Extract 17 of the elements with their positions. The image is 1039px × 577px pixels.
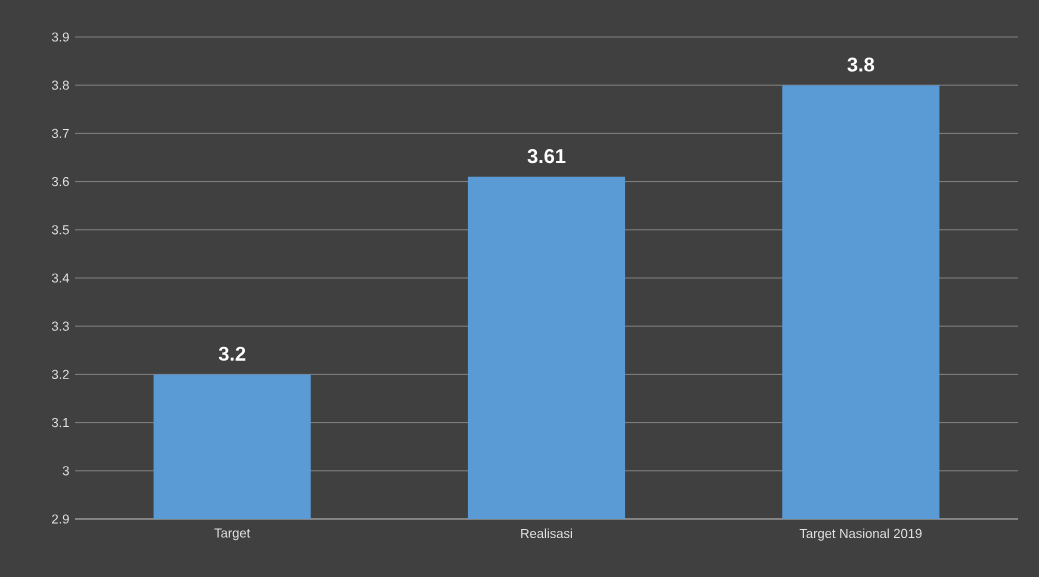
y-tick-label: 3.9 xyxy=(51,32,69,42)
y-tick-label: 3.5 xyxy=(51,225,69,235)
y-tick-label: 3.3 xyxy=(51,321,69,331)
x-tick-label: Realisasi xyxy=(521,528,572,539)
y-tick-label: 3.6 xyxy=(51,176,69,187)
y-tick-label: 3.2 xyxy=(51,369,69,379)
data-label: 3.2 xyxy=(218,346,246,361)
data-label: 3.8 xyxy=(847,57,875,72)
x-tick-label: Target xyxy=(214,528,251,541)
y-tick-label: 3.8 xyxy=(51,80,69,90)
x-tick-label: Target Nasional 2019 xyxy=(799,528,922,541)
y-tick-label: 2.9 xyxy=(52,514,69,524)
y-tick-label: 3.1 xyxy=(51,417,69,428)
data-label: 3.61 xyxy=(527,149,566,164)
y-tick-label: 3.7 xyxy=(51,128,69,138)
y-tick-label: 3 xyxy=(62,466,69,476)
y-tick-label: 3.4 xyxy=(51,273,70,283)
